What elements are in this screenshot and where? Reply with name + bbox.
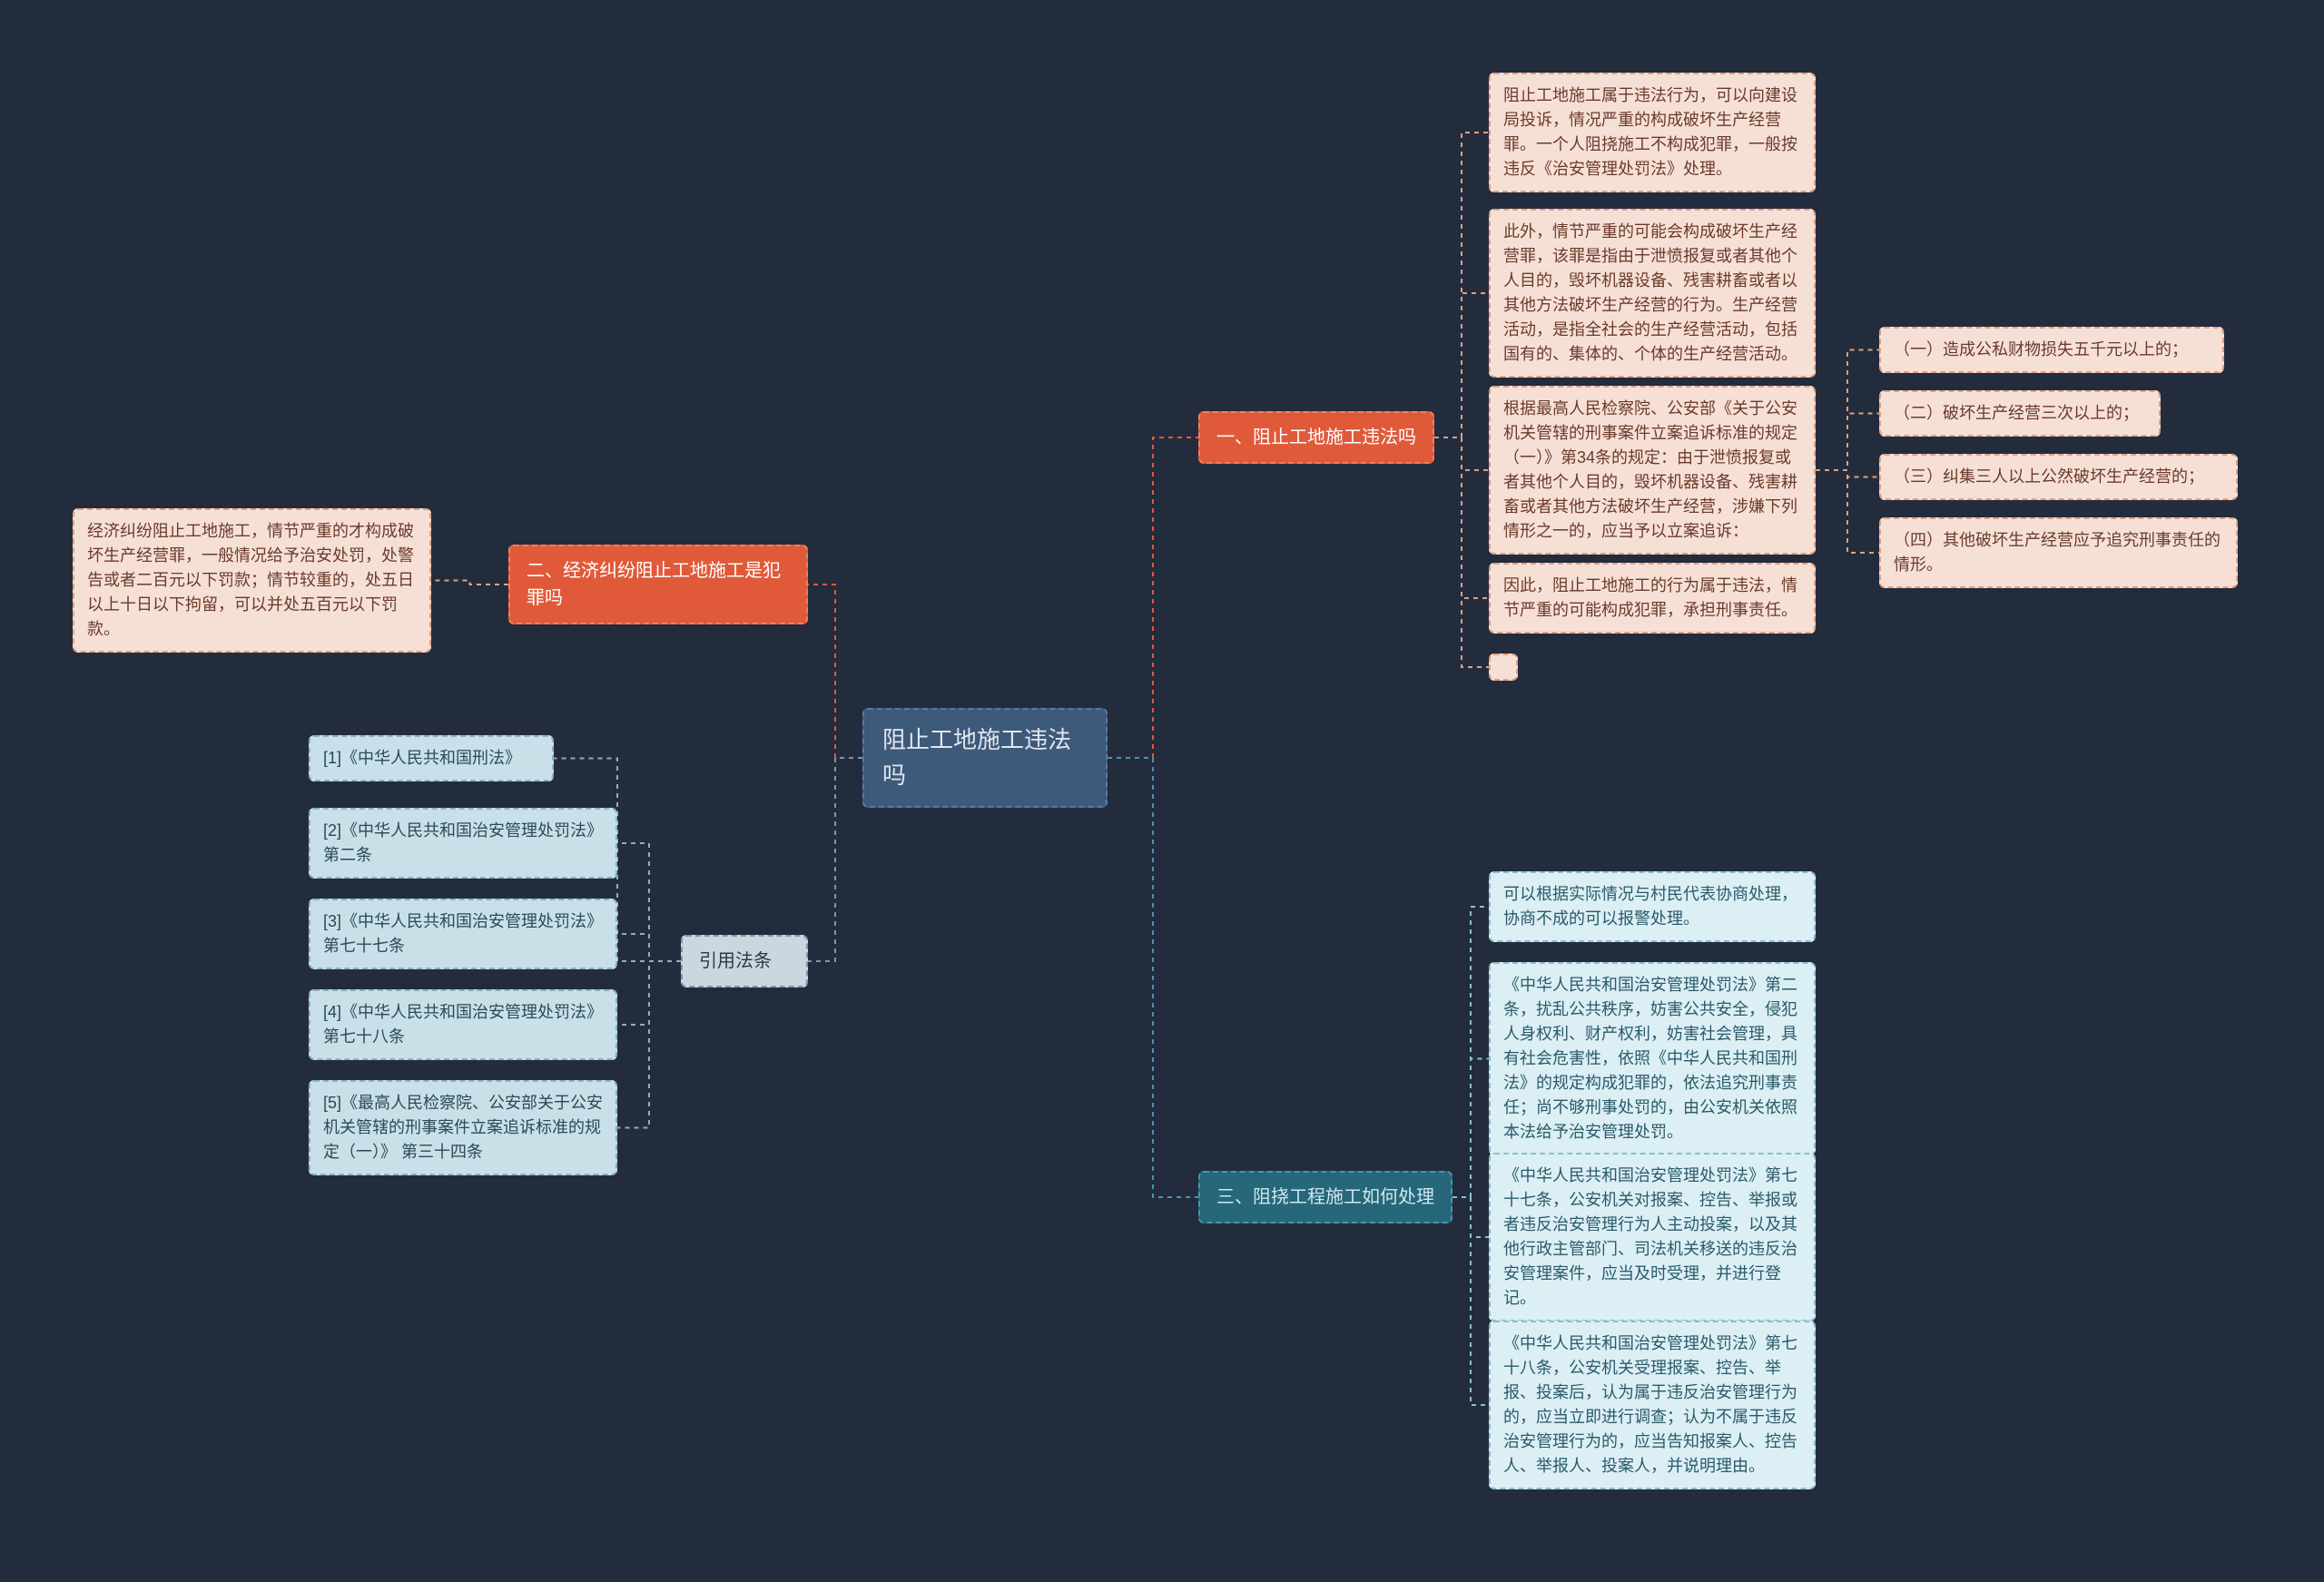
connector <box>1434 293 1489 437</box>
connector <box>808 585 862 758</box>
mindmap-node[interactable]: 三、阻挠工程施工如何处理 <box>1198 1171 1452 1223</box>
connector <box>1434 437 1489 667</box>
mindmap-node[interactable] <box>1489 653 1518 681</box>
connector <box>1452 1197 1489 1237</box>
mindmap-node[interactable]: 《中华人民共和国治安管理处罚法》第七十八条，公安机关受理报案、控告、举报、投案后… <box>1489 1321 1816 1489</box>
mindmap-node[interactable]: 因此，阻止工地施工的行为属于违法，情节严重的可能构成犯罪，承担刑事责任。 <box>1489 563 1816 634</box>
connector-layer <box>0 0 2324 1582</box>
mindmap-node[interactable]: 根据最高人民检察院、公安部《关于公安机关管辖的刑事案件立案追诉标准的规定（一）》… <box>1489 386 1816 555</box>
connector <box>1452 1197 1489 1405</box>
mindmap-node[interactable]: [2]《中华人民共和国治安管理处罚法》 第二条 <box>309 808 617 879</box>
mindmap-canvas: 阻止工地施工违法吗 一、阻止工地施工违法吗二、经济纠纷阻止工地施工是犯罪吗三、阻挠… <box>0 0 2324 1582</box>
mindmap-node[interactable]: 经济纠纷阻止工地施工，情节严重的才构成破坏生产经营罪，一般情况给予治安处罚，处警… <box>73 508 431 653</box>
mindmap-node[interactable]: 阻止工地施工违法吗 <box>862 708 1108 808</box>
connector <box>808 758 862 961</box>
mindmap-node[interactable]: （一）造成公私财物损失五千元以上的； <box>1879 327 2224 373</box>
connector <box>1108 758 1198 1197</box>
connector <box>1452 1059 1489 1198</box>
mindmap-node[interactable]: 可以根据实际情况与村民代表协商处理，协商不成的可以报警处理。 <box>1489 871 1816 942</box>
mindmap-node[interactable]: （四）其他破坏生产经营应予追究刑事责任的情形。 <box>1879 517 2238 588</box>
connector <box>617 961 681 1025</box>
mindmap-node[interactable]: 《中华人民共和国治安管理处罚法》第二条，扰乱公共秩序，妨害公共安全，侵犯人身权利… <box>1489 962 1816 1155</box>
mindmap-node[interactable]: [1]《中华人民共和国刑法》 <box>309 735 554 781</box>
mindmap-node[interactable]: 此外，情节严重的可能会构成破坏生产经营罪，该罪是指由于泄愤报复或者其他个人目的，… <box>1489 209 1816 378</box>
mindmap-node[interactable]: （二）破坏生产经营三次以上的； <box>1879 390 2161 437</box>
connector <box>617 961 681 1128</box>
connector <box>1816 414 1879 471</box>
connector <box>1816 470 1879 553</box>
connector <box>1434 133 1489 437</box>
mindmap-node[interactable]: 引用法条 <box>681 935 808 988</box>
connector <box>1108 437 1198 758</box>
connector <box>1434 437 1489 470</box>
connector <box>1434 437 1489 598</box>
connector <box>617 843 681 961</box>
mindmap-node[interactable]: （三）纠集三人以上公然破坏生产经营的； <box>1879 454 2238 500</box>
mindmap-node[interactable]: [3]《中华人民共和国治安管理处罚法》 第七十七条 <box>309 899 617 969</box>
mindmap-node[interactable]: 一、阻止工地施工违法吗 <box>1198 411 1434 464</box>
mindmap-node[interactable]: 《中华人民共和国治安管理处罚法》第七十七条，公安机关对报案、控告、举报或者违反治… <box>1489 1153 1816 1322</box>
mindmap-node[interactable]: [4]《中华人民共和国治安管理处罚法》 第七十八条 <box>309 989 617 1060</box>
connector <box>617 934 681 961</box>
mindmap-node[interactable]: 阻止工地施工属于违法行为，可以向建设局投诉，情况严重的构成破坏生产经营罪。一个人… <box>1489 73 1816 192</box>
connector <box>1816 350 1879 471</box>
connector <box>1816 470 1879 477</box>
connector <box>1452 907 1489 1197</box>
connector <box>431 581 508 585</box>
mindmap-node[interactable]: [5]《最高人民检察院、公安部关于公安机关管辖的刑事案件立案追诉标准的规定（一）… <box>309 1080 617 1175</box>
mindmap-node[interactable]: 二、经济纠纷阻止工地施工是犯罪吗 <box>508 545 808 624</box>
